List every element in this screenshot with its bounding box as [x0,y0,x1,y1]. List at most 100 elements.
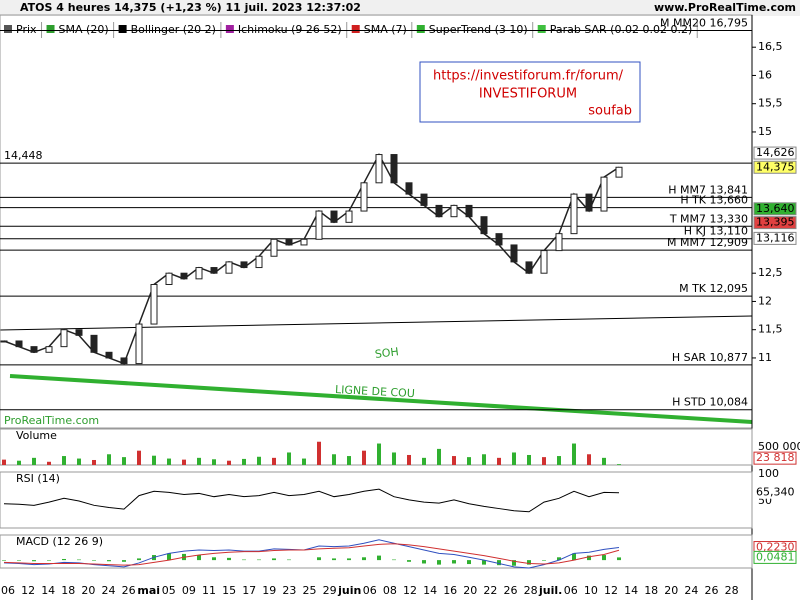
candle [525,261,533,274]
volume-bar [407,454,411,465]
macd-hist [17,560,21,561]
candle [585,193,593,212]
macd-hist [407,560,411,562]
macd-panel [0,534,753,569]
candle [375,154,383,184]
x-tick-label: 12 [21,584,35,597]
volume-bar [317,441,321,465]
volume-bar [467,457,471,465]
signal-line [3,543,620,566]
soh-line [0,315,753,331]
x-tick-label: 26 [705,584,719,597]
candle [120,357,128,365]
legend-label: Prix [16,23,37,36]
volume-bar [512,452,516,465]
level-label: H TK 13,660 [680,194,748,207]
author: soufab [588,104,632,119]
y-tick-label: 12 [758,294,772,307]
macd-hist [602,555,606,561]
macd-hist [587,555,591,561]
candle [90,334,98,353]
macd-hist [2,560,6,561]
candle [345,210,353,223]
macd-hist [107,560,111,562]
candle [330,210,338,223]
x-tick-label: 20 [81,584,95,597]
volume-bar [47,461,51,465]
x-tick-label: 06 [363,584,377,597]
candle [555,233,563,252]
legend-label: Ichimoku (9 26 52) [238,23,342,36]
volume-bar [557,456,561,465]
volume-bar [242,458,246,465]
candle [570,193,578,235]
x-tick-label: 23 [282,584,296,597]
x-tick-label: 17 [242,584,256,597]
volume-bar [347,456,351,465]
candle [615,166,623,178]
volume-bar [212,459,216,465]
macd-hist [392,559,396,561]
volume-bar [197,457,201,465]
candle [255,255,263,269]
legend-label: Bollinger (20 2) [131,23,216,36]
x-tick-label: 28 [524,584,538,597]
x-tick-label: 26 [122,584,136,597]
candle [180,272,188,280]
macd-hist [542,560,546,561]
candle [405,182,413,195]
legend-label: Parab SAR (0.02 0.02 0.2) [550,23,693,36]
x-tick-label: 15 [222,584,236,597]
macd-hist [272,558,276,561]
candle [210,267,218,274]
volume-bar [437,448,441,465]
last-label: 0,0481 [756,550,795,563]
volume-bar [182,459,186,465]
macd-hist [362,557,366,561]
candle [510,244,518,263]
y-tick-label: 12,5 [758,266,783,279]
level-label: H MM7 13,841 [668,183,748,196]
candle [465,204,473,218]
volume-bar [542,457,546,465]
price-tag [753,231,797,245]
candle [0,340,8,343]
candle [270,238,278,257]
volume-bar [122,457,126,465]
neckline-line [9,374,753,424]
level-label: M MM7 12,909 [667,236,748,249]
candle [165,272,173,285]
candle [150,283,158,325]
x-tick-label: 19 [262,584,276,597]
url[interactable]: https://investiforum.fr/forum/ [433,69,624,84]
candle [495,233,503,246]
volume-bar [527,454,531,465]
candle [240,261,248,269]
macd-hist [212,557,216,561]
candle [225,261,233,274]
x-tick-label: 29 [323,584,337,597]
x-tick-label: 06 [564,584,578,597]
macd-hist [77,559,81,561]
macd-hist [47,560,51,561]
price-tag [753,146,797,160]
soh: SOH [374,345,399,361]
volume-bar [422,457,426,465]
candle [135,323,143,365]
volume-bar [392,452,396,465]
macd-hist [482,560,486,565]
macd-hist [242,559,246,561]
y-tick-label: 16,5 [758,40,783,53]
volume-bar [572,443,576,465]
volume-bar [617,464,621,465]
x-tick-label: 28 [725,584,739,597]
volume-bar [587,454,591,465]
level-label: H KJ 13,110 [684,225,748,238]
macd-hist [197,555,201,561]
watermark: ProRealTime.com [4,414,99,427]
volume-bar [257,456,261,465]
macd-hist [137,558,141,561]
y-tick-label: 16 [758,68,772,81]
macd-line [3,539,620,569]
candle [285,238,293,246]
